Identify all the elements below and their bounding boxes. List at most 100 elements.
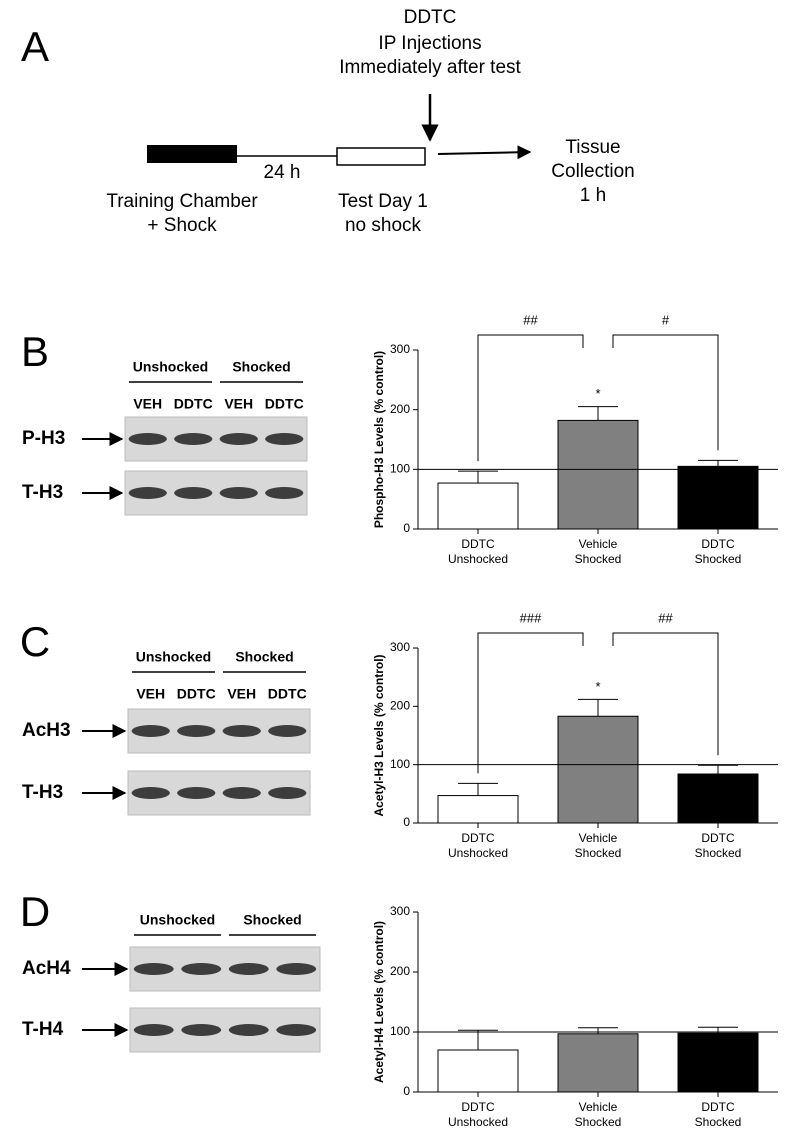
group-label: Unshocked [133,359,208,375]
row-label: AcH3 [22,720,71,741]
comparison-label: ## [523,312,538,327]
lane-label: DDTC [268,686,307,702]
band [268,725,307,737]
band [276,963,317,975]
band [174,487,213,499]
x-tick-label: DDTC Unshocked [447,1100,509,1129]
y-tick-label: 0 [403,815,410,829]
x-tick-label: Vehicle Shocked [574,537,622,566]
band [177,725,216,737]
band [133,963,174,975]
band [265,433,304,445]
group-label: Shocked [243,912,301,928]
comparison-bracket [612,632,719,756]
bar [677,465,759,530]
x-tick-label: DDTC Shocked [694,1100,742,1129]
band [268,787,307,799]
band [133,1024,174,1036]
band [219,487,258,499]
label: Tissue [565,137,620,158]
group-label: Shocked [235,649,293,665]
bar [437,1049,519,1093]
y-axis-label: Phospho-H3 Levels (% control) [372,351,386,528]
test-box [336,147,426,166]
training-box [147,145,237,163]
lane-label: VEH [224,396,253,412]
label: Training Chamber [106,191,258,212]
bar [557,715,639,824]
label: IP Injections [378,33,481,54]
bar [677,773,759,824]
row-label: T-H3 [22,782,63,803]
group-label: Shocked [232,359,290,375]
label: DDTC [404,7,457,28]
label: 24 h [264,162,301,183]
x-tick-label: Vehicle Shocked [574,1100,622,1129]
bar [437,795,519,824]
x-tick-label: DDTC Unshocked [447,537,509,566]
band [131,787,170,799]
y-axis-label: Acetyl-H3 Levels (% control) [372,654,386,816]
group-label: Unshocked [136,649,211,665]
label: 1 h [580,185,606,206]
band [228,963,269,975]
label: no shock [345,215,422,236]
lane-label: DDTC [174,396,213,412]
comparison-bracket [477,334,584,462]
band [174,433,213,445]
label: Collection [551,161,634,182]
comparison-bracket [477,632,584,774]
lane-label: VEH [136,686,165,702]
x-tick-label: DDTC Shocked [694,537,742,566]
panel-letter: B [21,328,49,375]
y-tick-label: 300 [390,640,410,654]
y-tick-label: 100 [390,462,410,476]
bar [557,1033,639,1093]
y-tick-label: 0 [403,1084,410,1098]
band [265,487,304,499]
band [181,963,222,975]
band [177,787,216,799]
label: Immediately after test [339,57,521,78]
y-tick-label: 0 [403,521,410,535]
panel-letter: A [21,23,49,70]
label: + Shock [147,215,217,236]
row-label: AcH4 [22,958,71,979]
band [181,1024,222,1036]
bar [677,1032,759,1093]
y-tick-label: 200 [390,964,410,978]
band [128,487,167,499]
label: Test Day 1 [338,191,428,212]
comparison-bracket [612,334,719,451]
band [219,433,258,445]
comparison-label: ### [520,610,542,625]
marker: * [595,386,600,401]
lane-label: VEH [227,686,256,702]
y-tick-label: 100 [390,1024,410,1038]
y-tick-label: 300 [390,342,410,356]
band [222,725,261,737]
x-tick-label: DDTC Shocked [694,831,742,860]
bar [437,482,519,530]
arrow [437,145,532,160]
x-tick-label: Vehicle Shocked [574,831,622,860]
y-tick-label: 200 [390,699,410,713]
lane-label: DDTC [177,686,216,702]
comparison-label: # [662,312,670,327]
y-tick-label: 100 [390,757,410,771]
band [276,1024,317,1036]
band [228,1024,269,1036]
panel-letter: C [20,618,50,665]
comparison-label: ## [658,610,673,625]
band [222,787,261,799]
panel-letter: D [20,888,50,935]
band [131,725,170,737]
group-label: Unshocked [140,912,215,928]
row-label: T-H4 [22,1019,64,1040]
y-axis-label: Acetyl-H4 Levels (% control) [372,921,386,1083]
band [128,433,167,445]
row-label: P-H3 [22,428,65,449]
lane-label: VEH [133,396,162,412]
